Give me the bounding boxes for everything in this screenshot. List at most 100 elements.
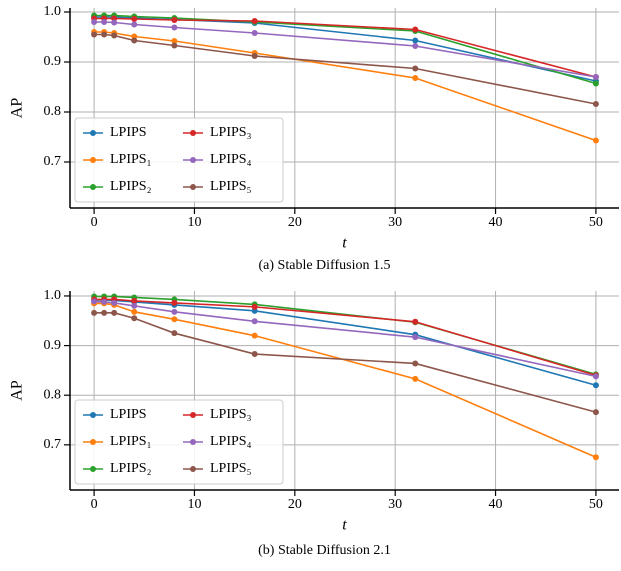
x-axis-label: t (342, 517, 347, 534)
legend-label: LPIPS (110, 125, 147, 140)
x-tick-label: 50 (589, 497, 603, 512)
data-point (412, 43, 419, 49)
data-point (101, 31, 108, 38)
data-point (412, 334, 419, 341)
legend-swatch-dot (190, 157, 196, 163)
data-point (101, 19, 108, 25)
legend-label: LPIPS₅ (210, 461, 252, 476)
legend-label: LPIPS₄ (210, 152, 252, 167)
data-point (111, 309, 118, 316)
data-point (251, 30, 258, 36)
data-point (251, 332, 258, 339)
data-point (131, 21, 138, 28)
data-point (412, 37, 419, 44)
legend-box (74, 117, 284, 203)
data-point (131, 315, 138, 322)
y-tick-label: 0.7 (44, 437, 62, 452)
data-point (412, 75, 419, 81)
data-point (91, 309, 98, 316)
data-point (412, 360, 419, 367)
data-point (412, 65, 419, 72)
data-point (592, 137, 599, 144)
x-tick-label: 20 (288, 215, 302, 230)
legend-label: LPIPS (110, 407, 147, 422)
data-point (91, 31, 98, 38)
data-point (592, 101, 599, 107)
legend-swatch-dot (190, 439, 196, 445)
data-point (592, 373, 599, 380)
legend-box (74, 399, 284, 485)
data-point (171, 330, 178, 337)
legend-label: LPIPS₄ (210, 434, 252, 449)
legend-swatch-dot (190, 412, 196, 418)
data-point (592, 409, 599, 416)
data-point (111, 299, 118, 306)
data-point (412, 26, 419, 33)
data-point (131, 37, 138, 44)
data-point (171, 299, 178, 306)
data-point (251, 303, 258, 310)
data-point (171, 17, 178, 23)
data-point (251, 351, 258, 358)
x-tick-label: 40 (489, 215, 503, 230)
data-point (91, 298, 98, 305)
legend-label: LPIPS₅ (210, 179, 252, 194)
data-point (131, 302, 138, 309)
data-point (111, 32, 118, 39)
data-point (592, 382, 599, 389)
y-tick-label: 1.0 (44, 4, 62, 19)
data-point (251, 53, 258, 59)
legend-swatch-dot (190, 466, 196, 472)
y-axis-label: AP (9, 98, 26, 119)
x-tick-label: 40 (489, 497, 503, 512)
series-line (94, 300, 597, 378)
legend-swatch-dot (90, 130, 96, 136)
legend-label: LPIPS₃ (210, 407, 252, 422)
caption: (b) Stable Diffusion 2.1 (258, 543, 391, 558)
legend-swatch-dot (90, 157, 96, 163)
legend-swatch-dot (190, 184, 196, 190)
y-axis-label: AP (9, 380, 26, 401)
series-line (94, 299, 597, 387)
x-tick-label: 50 (589, 215, 603, 230)
data-point (251, 318, 258, 325)
series-line (94, 295, 597, 376)
x-tick-label: 30 (388, 215, 402, 230)
y-tick-label: 0.9 (44, 338, 62, 353)
data-point (412, 318, 419, 325)
data-point (101, 298, 108, 305)
x-tick-label: 0 (91, 215, 98, 230)
data-point (91, 19, 98, 25)
caption: (a) Stable Diffusion 1.5 (259, 258, 391, 273)
x-tick-label: 10 (187, 215, 201, 230)
legend-label: LPIPS₃ (210, 125, 252, 140)
legend-label: LPIPS₂ (110, 179, 152, 194)
data-point (171, 308, 178, 315)
series-line (94, 312, 597, 413)
legend-swatch-dot (90, 412, 96, 418)
data-point (131, 308, 138, 315)
x-tick-label: 30 (388, 497, 402, 512)
y-tick-label: 1.0 (44, 288, 62, 303)
legend-label: LPIPS₁ (110, 434, 151, 449)
legend-label: LPIPS₂ (110, 461, 152, 476)
x-axis-label: t (342, 235, 347, 252)
x-tick-label: 10 (187, 497, 201, 512)
data-point (171, 316, 178, 323)
data-point (592, 80, 599, 87)
y-tick-label: 0.7 (44, 154, 62, 169)
data-point (111, 19, 118, 26)
legend-swatch-dot (190, 130, 196, 136)
data-point (131, 297, 138, 304)
data-point (131, 16, 138, 22)
x-tick-label: 0 (91, 497, 98, 512)
data-point (251, 18, 258, 24)
data-point (592, 74, 599, 80)
y-tick-label: 0.8 (44, 387, 62, 402)
legend-swatch-dot (90, 466, 96, 472)
legend-swatch-dot (90, 184, 96, 190)
data-point (592, 454, 599, 461)
x-tick-label: 20 (288, 497, 302, 512)
data-point (171, 24, 178, 31)
